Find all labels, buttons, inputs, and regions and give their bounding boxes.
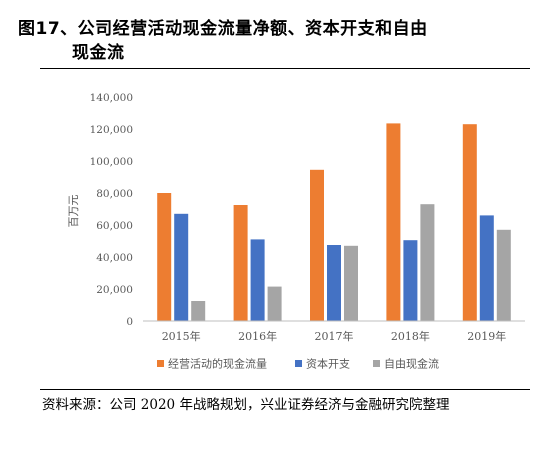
bar-1-4 <box>386 123 401 322</box>
legend-swatch <box>157 360 164 367</box>
legend-swatch <box>373 360 380 367</box>
legend-label: 资本开支 <box>306 357 350 371</box>
bar-1-3 <box>310 169 324 321</box>
bar-3-4 <box>420 204 435 321</box>
bar-3-5 <box>496 229 511 321</box>
x-tick-label: 2016年 <box>238 329 277 343</box>
figure-title: 图17、公司经营活动现金流量净额、资本开支和自由 现金流 <box>18 17 528 65</box>
bar-3-2 <box>267 286 282 321</box>
x-axis-ticks: 2015年 2016年 2017年 2018年 2019年 <box>162 329 507 343</box>
y-tick-label: 80,000 <box>96 188 133 200</box>
y-tick-label: 120,000 <box>90 124 133 136</box>
source-divider <box>40 389 530 390</box>
x-tick-label: 2018年 <box>391 329 430 343</box>
legend-label: 自由现金流 <box>384 357 439 371</box>
bar-2-3 <box>327 245 341 321</box>
bar-1-2 <box>233 205 248 321</box>
y-tick-label: 40,000 <box>96 252 133 264</box>
y-axis-label: 百万元 <box>67 195 80 228</box>
figure-title-line1: 图17、公司经营活动现金流量净额、资本开支和自由 <box>18 19 428 39</box>
bar-3-3 <box>344 245 358 321</box>
legend-label: 经营活动的现金流量 <box>168 357 267 371</box>
legend-swatch <box>295 360 302 367</box>
bar-3-1 <box>191 301 206 321</box>
bar-1-5 <box>462 124 477 321</box>
bar-2-4 <box>403 240 418 321</box>
chart-legend: 经营活动的现金流量 资本开支 自由现金流 <box>157 357 439 371</box>
bar-series <box>157 123 511 322</box>
x-tick-label: 2017年 <box>315 329 354 343</box>
y-axis-ticks: 0 20,000 40,000 60,000 80,000 100,000 120,000 1… <box>90 92 133 328</box>
y-tick-label: 100,000 <box>90 156 133 168</box>
bar-2-1 <box>174 213 189 321</box>
x-tick-label: 2015年 <box>162 329 201 343</box>
source-note: 资料来源：公司 2020 年战略规划，兴业证券经济与金融研究院整理 <box>42 397 450 413</box>
title-divider <box>40 68 530 69</box>
x-tick-label: 2019年 <box>467 329 506 343</box>
y-tick-label: 0 <box>126 316 133 328</box>
figure-title-line2: 现金流 <box>72 43 125 63</box>
bar-1-1 <box>157 193 172 321</box>
y-tick-label: 60,000 <box>96 220 133 232</box>
bar-2-2 <box>250 239 265 321</box>
y-tick-label: 20,000 <box>96 284 133 296</box>
bar-2-5 <box>479 215 494 321</box>
y-tick-label: 140,000 <box>90 92 133 104</box>
